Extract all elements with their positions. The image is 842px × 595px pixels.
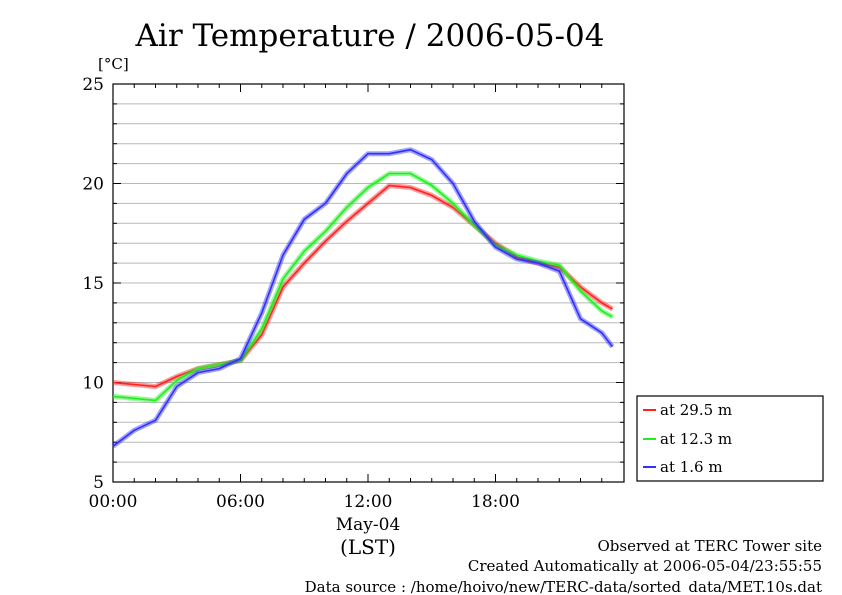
y-axis-ticks: 5 10 15 20 25 (82, 75, 624, 493)
legend-label: at 1.6 m (660, 458, 723, 476)
x-tick-label: 18:00 (471, 492, 520, 512)
x-tick-label: 12:00 (344, 492, 393, 512)
y-tick-label: 10 (82, 374, 104, 394)
x-axis-label: (LST) (340, 535, 396, 559)
y-tick-label: 15 (82, 274, 104, 294)
chart-title: Air Temperature / 2006-05-04 (135, 18, 605, 54)
series-lines (111, 147, 615, 449)
footer-source: Data source : /home/hoivo/new/TERC-data/… (305, 578, 822, 595)
legend-box (636, 395, 824, 482)
legend-label: at 12.3 m (660, 430, 732, 448)
x-tick-label: 00:00 (89, 492, 138, 512)
series-line (112, 184, 613, 388)
series-line (112, 172, 613, 402)
legend-label: at 29.5 m (660, 401, 732, 419)
y-tick-label: 20 (82, 175, 104, 195)
series-line (112, 148, 614, 447)
x-tick-label: 06:00 (216, 492, 265, 512)
legend: at 29.5 m at 12.3 m at 1.6 m (636, 395, 824, 482)
x-axis-ticks: 00:00 06:00 12:00 18:00 (89, 84, 603, 512)
footer-site: Observed at TERC Tower site (597, 537, 822, 555)
y-tick-label: 25 (82, 75, 104, 95)
gridlines (113, 103, 624, 463)
y-axis-unit-label: [°C] (98, 55, 129, 73)
y-tick-label: 5 (93, 473, 104, 493)
date-label: May-04 (336, 515, 401, 535)
series-line-halo (112, 183, 614, 389)
footer-created: Created Automatically at 2006-05-04/23:5… (468, 557, 822, 575)
